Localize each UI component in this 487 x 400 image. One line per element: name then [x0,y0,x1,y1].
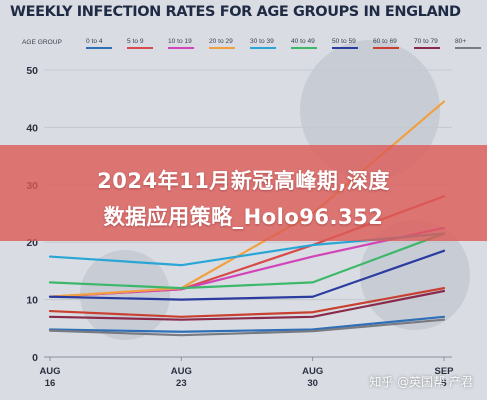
legend-item-label: 5 to 9 [127,38,144,45]
y-tick-label: 50 [26,65,38,77]
y-tick-label: 0 [32,352,38,364]
banner-line-1: 2024年11月新冠高峰期,深度 [97,169,390,193]
legend-item: 20 to 29 [209,38,250,49]
legend-item-label: 40 to 49 [291,38,315,45]
legend-item: 40 to 49 [291,38,332,49]
watermark: 知乎 @英国帮 产君 [369,375,473,389]
legend-items: 0 to 4 5 to 9 10 to 19 20 to 29 30 to 39 40 t… [86,38,487,49]
x-tick-label: 6 [441,378,446,389]
banner-line-2: 数据应用策略_Holo96.352 [103,205,384,229]
legend-item-label: 50 to 59 [332,38,356,45]
legend-swatch [414,47,440,49]
x-tick-label: AUG [171,366,192,377]
legend-swatch [86,47,112,49]
legend-swatch [168,47,194,49]
x-tick-label: 23 [176,378,187,389]
legend-item: 60 to 69 [373,38,414,49]
series-line [48,318,446,337]
x-tick-label: 16 [45,378,56,389]
series-line [48,289,446,321]
series-line [48,232,446,290]
legend-item: 70 to 79 [414,38,455,49]
x-tick-label: AUG [39,366,60,377]
overlay-banner: 2024年11月新冠高峰期,深度 数据应用策略_Holo96.352 [0,145,487,241]
legend-swatch [209,47,235,49]
legend-swatch [373,47,399,49]
x-tick-label: SEP [434,366,454,377]
y-tick-label: 40 [26,122,38,134]
legend-item-label: 30 to 39 [250,38,274,45]
legend-item: 80+ [455,38,487,49]
legend-item: 0 to 4 [86,38,127,49]
legend-swatch [291,47,317,49]
y-tick-label: 10 [26,295,38,307]
legend-swatch [455,47,481,49]
legend-swatch [127,47,153,49]
x-tick-label: AUG [302,366,323,377]
legend-item-label: 60 to 69 [373,38,397,45]
legend-item-label: 80+ [455,38,467,45]
y-tick-label: 20 [26,237,38,249]
legend-swatch [250,47,276,49]
legend-item-label: 20 to 29 [209,38,233,45]
legend-item-label: 10 to 19 [168,38,192,45]
legend-title: AGE GROUP [22,39,62,46]
series-line [48,287,446,318]
chart-title: WEEKLY INFECTION RATES FOR AGE GROUPS IN… [10,4,461,20]
legend-swatch [332,47,358,49]
series-line [48,249,446,301]
legend-item-label: 70 to 79 [414,38,438,45]
series-line [48,315,446,333]
legend-item: 30 to 39 [250,38,291,49]
legend: AGE GROUP 0 to 4 5 to 9 10 to 19 20 to 29 30… [22,38,481,52]
x-tick-label: 30 [307,378,318,389]
legend-item: 50 to 59 [332,38,373,49]
legend-item: 10 to 19 [168,38,209,49]
legend-item: 5 to 9 [127,38,168,49]
legend-item-label: 0 to 4 [86,38,103,45]
